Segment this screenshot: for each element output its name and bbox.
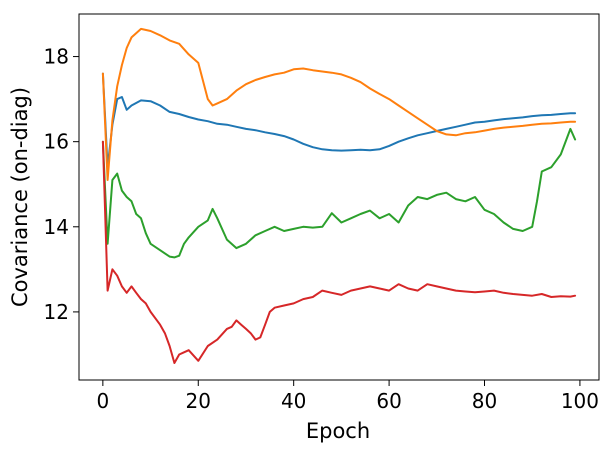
series-line-3 bbox=[101, 127, 577, 259]
x-tick-label: 40 bbox=[281, 389, 306, 413]
y-tick-label: 18 bbox=[44, 45, 69, 69]
plot-frame bbox=[78, 13, 600, 381]
series-line-1 bbox=[101, 72, 577, 169]
x-tick-label: 0 bbox=[96, 389, 109, 413]
x-tick-label: 20 bbox=[186, 389, 211, 413]
x-tick-label: 80 bbox=[472, 389, 497, 413]
x-tick-label: 100 bbox=[561, 389, 599, 413]
x-axis: 0 20 40 60 80 100 bbox=[96, 380, 599, 413]
y-tick-label: 16 bbox=[44, 130, 69, 154]
plot-background bbox=[79, 14, 599, 380]
y-axis-label: Covariance (on-diag) bbox=[8, 87, 32, 307]
y-tick-label: 12 bbox=[44, 300, 69, 324]
y-axis: 12 14 16 18 bbox=[44, 45, 79, 324]
series-line-4 bbox=[101, 140, 577, 364]
x-axis-label: Epoch bbox=[306, 419, 370, 443]
y-tick-label: 14 bbox=[44, 215, 69, 239]
x-tick-label: 60 bbox=[376, 389, 401, 413]
series-line-2 bbox=[101, 27, 577, 181]
series-layer bbox=[101, 27, 577, 364]
